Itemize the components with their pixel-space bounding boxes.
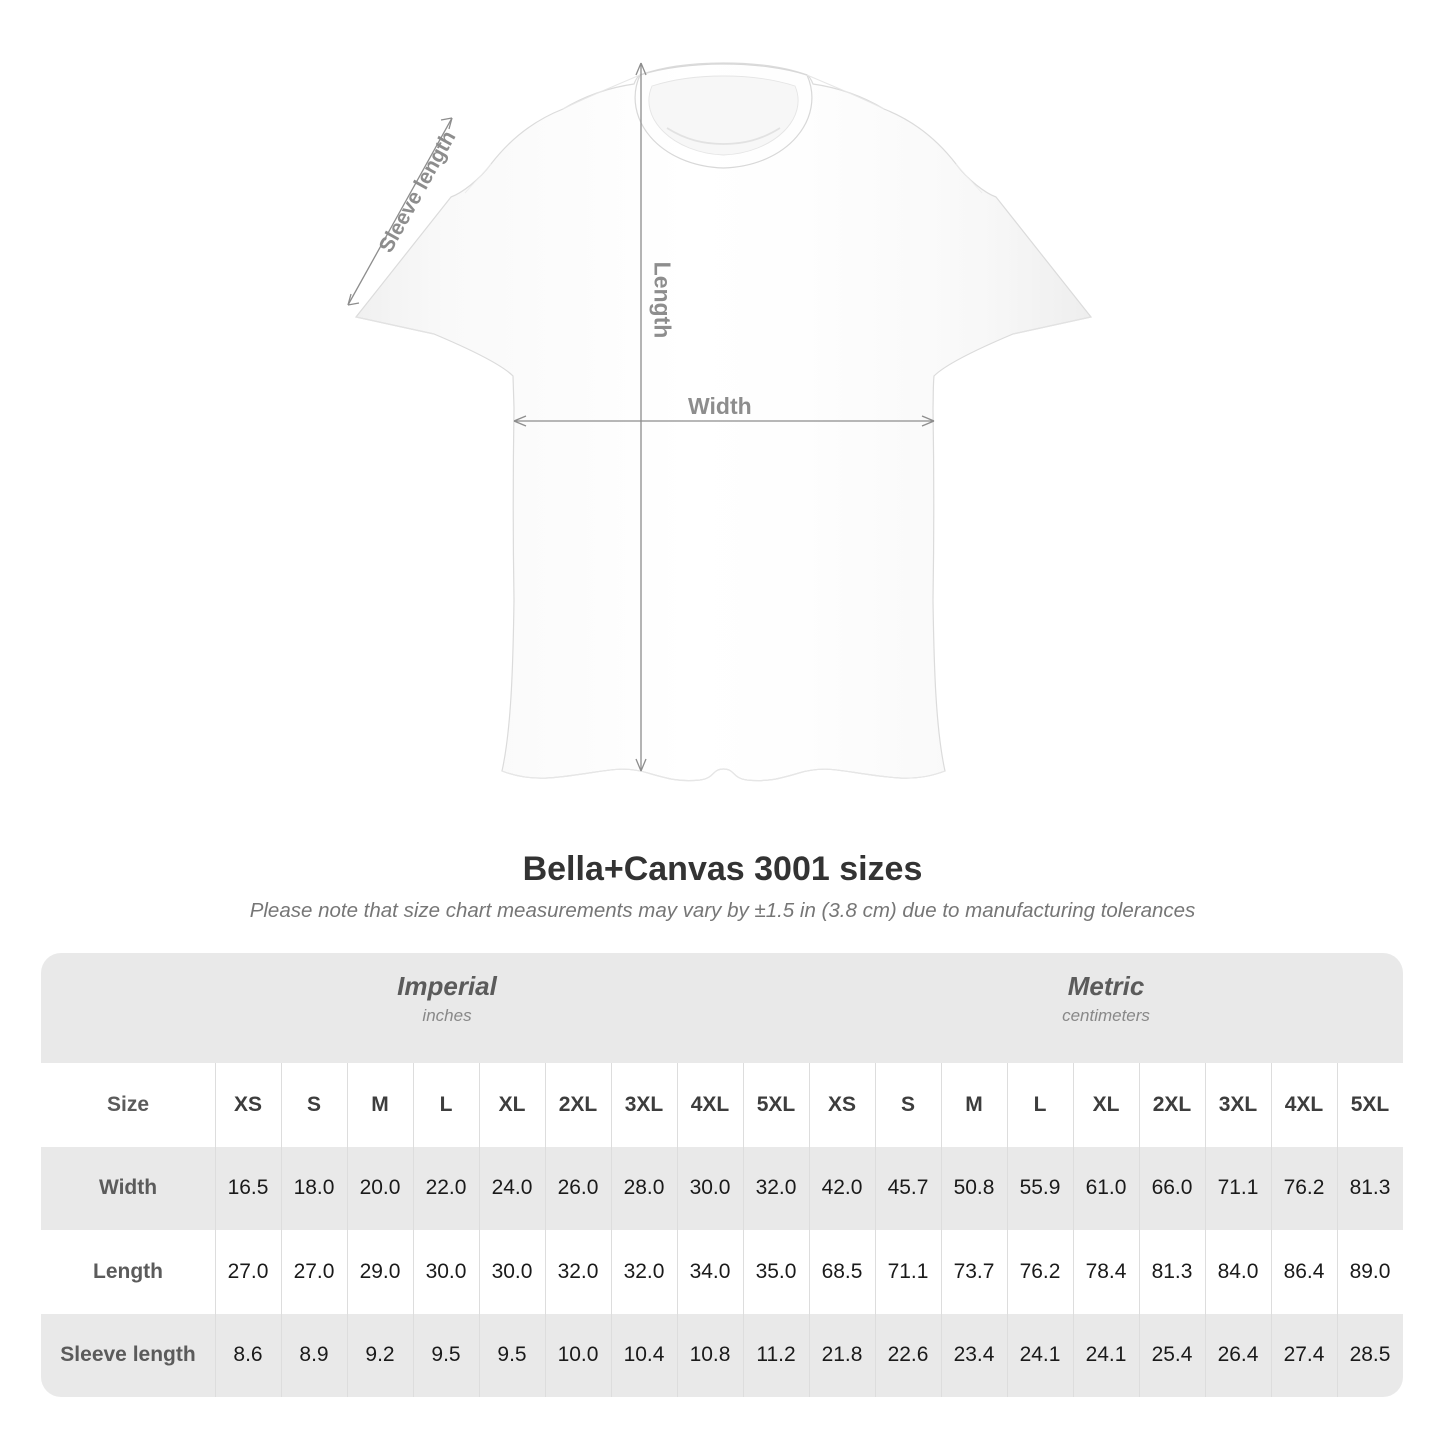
svg-text:Width: Width <box>688 393 752 419</box>
